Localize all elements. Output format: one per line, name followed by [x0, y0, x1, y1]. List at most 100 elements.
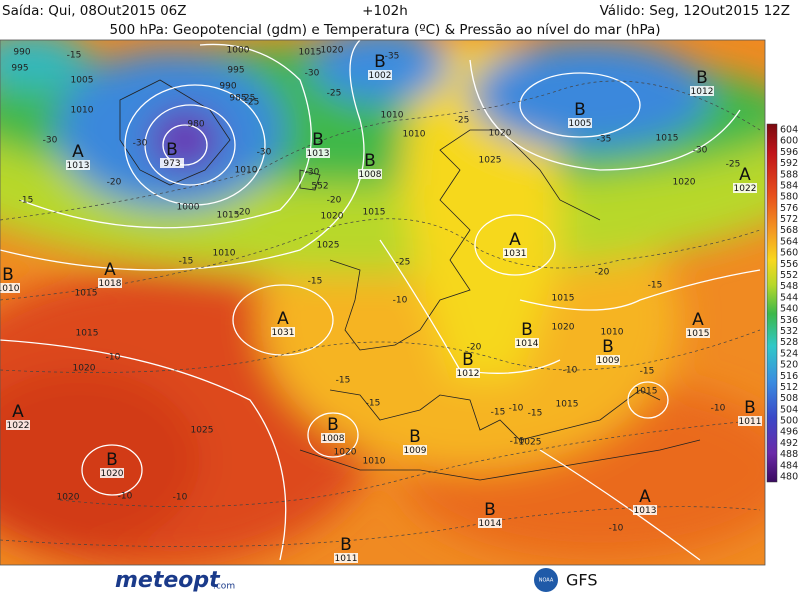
contour-label: 1015 — [76, 329, 99, 339]
pressure-value-box — [0, 283, 20, 293]
pressure-value: 1014 — [479, 519, 502, 529]
agency-name: NOAA — [539, 578, 554, 584]
pressure-value-box — [100, 468, 124, 478]
contour-label: -15 — [67, 51, 82, 61]
contour-label: -30 — [257, 148, 272, 158]
contour-label: -25 — [455, 116, 470, 126]
pressure-value: 1022 — [734, 184, 757, 194]
contour-label: 1025 — [317, 241, 340, 251]
pressure-letter: B — [744, 398, 756, 418]
pressure-value: 1018 — [99, 279, 122, 289]
valid-time: Válido: Seg, 12Out2015 12Z — [600, 3, 790, 19]
contour-label: 1000 — [177, 203, 200, 213]
contour-label: -10 — [173, 493, 188, 503]
contour-label: 1025 — [479, 156, 502, 166]
colorbar — [766, 123, 778, 483]
colorbar-label: 580 — [780, 192, 798, 203]
contour-label: 1025 — [519, 438, 542, 448]
pressure-letter: B — [602, 337, 614, 357]
logo: meteopt — [115, 568, 221, 593]
colorbar-label: 604 — [780, 125, 798, 136]
contour-label: -15 — [19, 196, 34, 206]
pressure-letter: B — [340, 535, 352, 555]
pressure-letter: B — [409, 427, 421, 447]
pressure-value-box — [686, 328, 710, 338]
contour-label: 1020 — [73, 364, 96, 374]
contour-label: -15 — [648, 281, 663, 291]
contour-label: -20 — [467, 343, 482, 353]
colorbar-label: 584 — [780, 180, 798, 191]
pressure-value: 1009 — [404, 446, 427, 456]
contour-label: -20 — [595, 268, 610, 278]
pressure-value-box — [515, 338, 539, 348]
pressure-value-box — [334, 553, 358, 563]
contour-label: 1020 — [321, 212, 344, 222]
colorbar-label: 496 — [780, 427, 798, 438]
contour-label: -25 — [726, 160, 741, 170]
colorbar-label: 548 — [780, 281, 798, 292]
pressure-value-box — [690, 86, 714, 96]
pressure-value-box — [98, 278, 122, 288]
pressure-letter: A — [692, 310, 704, 330]
pressure-letter: B — [312, 130, 324, 150]
pressure-value: 1008 — [322, 434, 345, 444]
colorbar-label: 560 — [780, 248, 798, 259]
colorbar-label: 500 — [780, 416, 798, 427]
contour-label: 1015 — [75, 289, 98, 299]
contour-label: -30 — [305, 168, 320, 178]
pressure-value: 1013 — [634, 506, 657, 516]
pressure-value-box — [633, 505, 657, 515]
pressure-value: 1002 — [369, 71, 392, 81]
contour-label: -15 — [528, 409, 543, 419]
contour-label: -30 — [43, 136, 58, 146]
contour-label: 1015 — [299, 48, 322, 58]
contour-label: 1020 — [321, 46, 344, 56]
pressure-value: 1012 — [457, 369, 480, 379]
contour-label: -15 — [179, 257, 194, 267]
contour-label: -20 — [107, 178, 122, 188]
contour-label: 1005 — [71, 76, 94, 86]
contour-label: 1010 — [213, 249, 236, 259]
contour-label: 1015 — [635, 387, 658, 397]
pressure-value: 1031 — [272, 328, 295, 338]
colorbar-label: 512 — [780, 382, 798, 393]
contour-label: 1010 — [363, 457, 386, 467]
colorbar-label: 564 — [780, 236, 798, 247]
contour-label: 985 — [229, 94, 246, 104]
contour-label: 1025 — [191, 426, 214, 436]
contour-label: -10 — [509, 404, 524, 414]
contour-label: 1010 — [71, 106, 94, 116]
contour-label: 1000 — [227, 46, 250, 56]
contour-label: -15 — [640, 367, 655, 377]
map-field: 990 995 -15 1000 995 990 985 980 -30 -25 1005 1010 -… — [0, 40, 765, 565]
pressure-letter: A — [739, 165, 751, 185]
pressure-value-box — [503, 248, 527, 258]
contour-label: -10 — [118, 492, 133, 502]
pressure-letter: B — [462, 350, 474, 370]
contour-label: 995 — [227, 66, 244, 76]
pressure-value-box — [738, 416, 762, 426]
colorbar-label: 544 — [780, 292, 798, 303]
contour-label: -10 — [609, 524, 624, 534]
contour-label: 1015 — [556, 400, 579, 410]
pressure-value: 1015 — [687, 329, 710, 339]
coastlines — [119, 79, 701, 481]
contour-label: 1020 — [489, 129, 512, 139]
contour-label: 1015 — [217, 211, 240, 221]
colorbar-label: 480 — [780, 472, 798, 483]
pressure-letter: B — [696, 68, 708, 88]
pressure-value-box — [358, 169, 382, 179]
pressure-value: 1005 — [569, 119, 592, 129]
pressure-value: 1022 — [7, 421, 30, 431]
lead-time: +102h — [362, 3, 408, 19]
contour-label: -10 — [393, 296, 408, 306]
colorbar-label: 600 — [780, 136, 798, 147]
issued-time: Saída: Qui, 08Out2015 06Z — [2, 3, 187, 19]
contour-label: -25 — [245, 98, 260, 108]
contour-label: -15 — [308, 277, 323, 287]
contour-label: 1015 — [656, 134, 679, 144]
pressure-value-box — [596, 355, 620, 365]
colorbar-label: 532 — [780, 326, 798, 337]
pressure-letter: B — [327, 415, 339, 435]
